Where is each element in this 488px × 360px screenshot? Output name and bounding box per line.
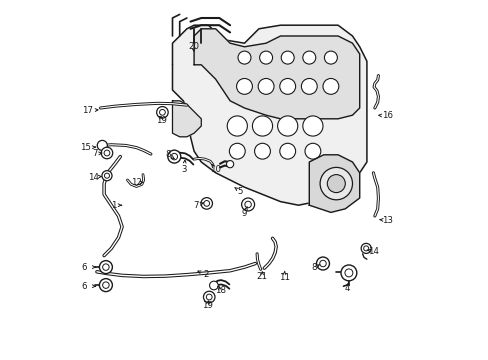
Text: 2: 2 xyxy=(203,270,208,279)
Circle shape xyxy=(238,51,250,64)
Circle shape xyxy=(361,243,370,253)
Text: 6: 6 xyxy=(81,282,86,291)
Circle shape xyxy=(320,167,352,200)
Text: 14: 14 xyxy=(88,173,99,182)
Text: 7: 7 xyxy=(193,201,199,210)
Text: 17: 17 xyxy=(82,106,93,115)
Text: 4: 4 xyxy=(344,284,349,293)
Circle shape xyxy=(229,143,244,159)
Circle shape xyxy=(302,51,315,64)
Circle shape xyxy=(201,198,212,209)
Circle shape xyxy=(101,147,113,159)
Polygon shape xyxy=(172,25,366,205)
Text: 18: 18 xyxy=(214,287,225,295)
Text: 8: 8 xyxy=(165,150,171,159)
Text: 19: 19 xyxy=(155,116,166,125)
Circle shape xyxy=(227,116,247,136)
Circle shape xyxy=(102,171,112,181)
Circle shape xyxy=(167,150,181,163)
Circle shape xyxy=(322,78,338,94)
Polygon shape xyxy=(172,101,201,137)
Circle shape xyxy=(301,78,317,94)
Polygon shape xyxy=(309,155,359,212)
Circle shape xyxy=(156,107,168,118)
Circle shape xyxy=(316,257,329,270)
Text: 12: 12 xyxy=(131,179,142,188)
Polygon shape xyxy=(194,29,359,119)
Circle shape xyxy=(281,51,294,64)
Circle shape xyxy=(326,175,345,193)
Circle shape xyxy=(209,281,218,290)
Circle shape xyxy=(258,78,273,94)
Circle shape xyxy=(97,140,107,150)
Text: 20: 20 xyxy=(187,42,199,51)
Circle shape xyxy=(99,261,112,274)
Text: 10: 10 xyxy=(210,166,221,175)
Circle shape xyxy=(252,116,272,136)
Circle shape xyxy=(340,265,356,281)
Circle shape xyxy=(302,116,322,136)
Text: 7: 7 xyxy=(93,149,98,158)
Circle shape xyxy=(305,143,320,159)
Circle shape xyxy=(324,51,337,64)
Circle shape xyxy=(203,291,215,303)
Text: 14: 14 xyxy=(367,247,378,256)
Text: 21: 21 xyxy=(256,272,267,281)
Circle shape xyxy=(226,161,233,168)
Circle shape xyxy=(279,78,295,94)
Circle shape xyxy=(254,143,270,159)
Text: 5: 5 xyxy=(237,187,243,196)
Text: 8: 8 xyxy=(311,264,316,273)
Circle shape xyxy=(277,116,297,136)
Circle shape xyxy=(236,78,252,94)
Text: 11: 11 xyxy=(278,274,289,282)
Text: 13: 13 xyxy=(382,216,392,225)
Text: 19: 19 xyxy=(202,301,213,310)
Text: 1: 1 xyxy=(111,201,117,210)
Text: 16: 16 xyxy=(382,112,392,120)
Circle shape xyxy=(279,143,295,159)
Circle shape xyxy=(259,51,272,64)
Circle shape xyxy=(99,279,112,292)
Circle shape xyxy=(241,198,254,211)
Text: 15: 15 xyxy=(80,143,91,152)
Text: 3: 3 xyxy=(181,165,186,174)
Text: 6: 6 xyxy=(81,263,86,272)
Text: 9: 9 xyxy=(242,209,246,217)
